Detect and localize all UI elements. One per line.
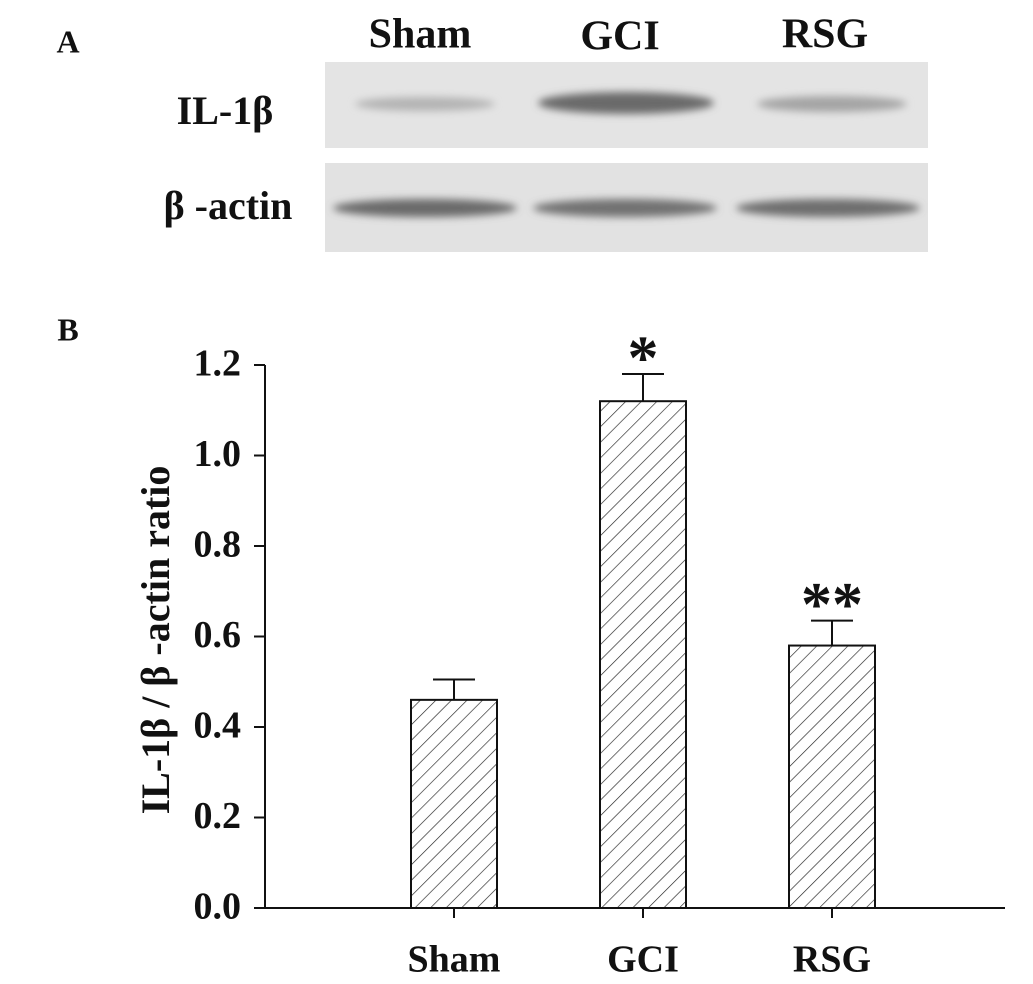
blot-row-label: IL-1β xyxy=(177,88,274,133)
blot-image xyxy=(325,62,928,252)
y-tick-label: 0.4 xyxy=(194,705,242,747)
significance-marker: ** xyxy=(801,571,863,639)
x-tick-label: Sham xyxy=(408,939,501,981)
blot-column-label: GCI xyxy=(580,14,659,60)
y-tick-label: 1.0 xyxy=(194,433,242,475)
x-tick-label: GCI xyxy=(607,939,679,981)
bar xyxy=(410,698,498,909)
blot-column-label: RSG xyxy=(782,12,868,58)
y-tick-label: 0.6 xyxy=(194,614,242,656)
y-tick-label: 0.0 xyxy=(194,886,242,928)
x-tick-label: RSG xyxy=(793,939,871,981)
blot-column-label: Sham xyxy=(369,12,472,58)
panel-label: B xyxy=(57,311,78,347)
significance-marker: * xyxy=(628,324,659,392)
y-tick-label: 0.2 xyxy=(194,795,242,837)
y-tick-label: 1.2 xyxy=(194,343,242,385)
bar xyxy=(599,400,687,909)
y-axis-label: IL-1β / β -actin ratio xyxy=(133,466,178,815)
blot-row-label: β -actin xyxy=(164,183,293,228)
y-tick-label: 0.8 xyxy=(194,524,242,566)
panel-label: A xyxy=(56,23,79,59)
bar xyxy=(788,644,876,909)
